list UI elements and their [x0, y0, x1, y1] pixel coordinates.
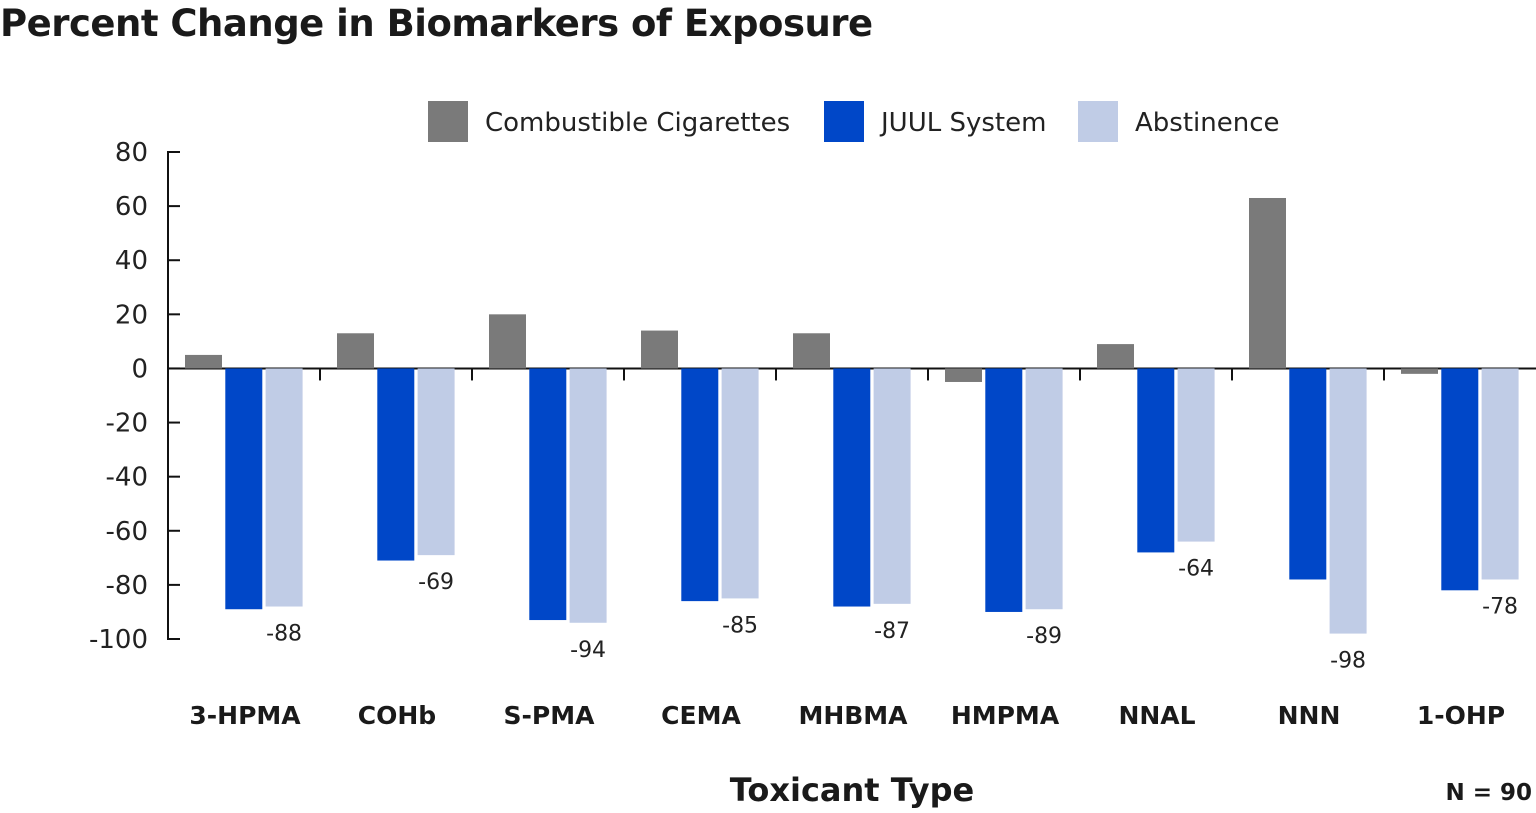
bar-abstinence-s-pma	[569, 368, 607, 623]
category-labels: 3-HPMA COHb S-PMA CEMA MHBMA HMPMA NNAL NNN 1-OH…	[189, 701, 1505, 730]
bar-juul-system-3-hpma	[225, 368, 263, 610]
bar-combustible-cigarettes-s-pma	[489, 314, 526, 369]
legend-swatch-combustible-cigarettes	[428, 101, 468, 142]
y-tick-label: 60	[115, 192, 148, 222]
bar-abstinence-nnal	[1177, 368, 1215, 542]
bar-abstinence-cema	[721, 368, 759, 599]
data-labels: -88 -69 -94 -85 -87 -89 -64 -98 -78	[266, 557, 1518, 674]
data-label-cohb: -69	[418, 570, 454, 595]
category-label-hmpma: HMPMA	[951, 701, 1060, 730]
bar-abstinence-mhbma	[873, 368, 911, 604]
bar-juul-system-mhbma	[833, 368, 871, 607]
bar-abstinence-nnn	[1329, 368, 1367, 634]
category-label-nnn: NNN	[1278, 701, 1341, 730]
bar-abstinence-3-hpma	[265, 368, 303, 607]
data-label-1-ohp: -78	[1482, 594, 1518, 619]
bar-juul-system-1-ohp	[1441, 368, 1479, 591]
data-label-mhbma: -87	[874, 619, 910, 644]
data-label-cema: -85	[722, 613, 758, 638]
sample-size-note: N = 90	[1445, 780, 1532, 806]
bar-juul-system-s-pma	[529, 368, 567, 621]
bar-abstinence-1-ohp	[1481, 368, 1519, 580]
y-tick-label: -100	[89, 625, 148, 655]
bar-combustible-cigarettes-hmpma	[945, 368, 982, 382]
chart-title: Percent Change in Biomarkers of Exposure	[0, 2, 873, 45]
category-label-nnal: NNAL	[1118, 701, 1195, 730]
category-label-s-pma: S-PMA	[504, 701, 596, 730]
bar-combustible-cigarettes-3-hpma	[185, 354, 222, 369]
category-label-3-hpma: 3-HPMA	[189, 701, 301, 730]
bar-combustible-cigarettes-nnal	[1097, 344, 1134, 369]
y-tick-label: -80	[106, 571, 148, 601]
y-tick-label: 20	[115, 300, 148, 330]
legend-label-juul-system: JUUL System	[879, 108, 1046, 138]
category-label-1-ohp: 1-OHP	[1417, 701, 1505, 730]
y-tick-label: -20	[106, 409, 148, 439]
category-label-cema: CEMA	[661, 701, 741, 730]
bar-juul-system-cema	[681, 368, 719, 602]
data-label-hmpma: -89	[1026, 624, 1062, 649]
legend-label-combustible-cigarettes: Combustible Cigarettes	[485, 108, 790, 138]
bar-juul-system-nnal	[1137, 368, 1175, 553]
y-tick-label: 0	[131, 354, 148, 384]
y-tick-label: -40	[106, 463, 148, 493]
legend: Combustible Cigarettes JUUL System Abstine…	[428, 101, 1280, 142]
data-label-3-hpma: -88	[266, 622, 302, 647]
data-label-nnn: -98	[1330, 649, 1366, 674]
bar-juul-system-cohb	[377, 368, 415, 561]
legend-swatch-abstinence	[1078, 101, 1118, 142]
y-tick-label: 80	[115, 138, 148, 168]
bar-abstinence-hmpma	[1025, 368, 1063, 610]
x-axis-title: Toxicant Type	[730, 771, 974, 809]
bar-combustible-cigarettes-cema	[641, 330, 678, 369]
data-label-nnal: -64	[1178, 557, 1214, 582]
bars	[185, 197, 1519, 634]
data-label-s-pma: -94	[570, 638, 606, 663]
bar-juul-system-hmpma	[985, 368, 1023, 612]
y-axis: 80 60 40 20 0 -20 -40 -60 -80 -100	[89, 138, 180, 655]
y-tick-label: -60	[106, 517, 148, 547]
y-tick-label: 40	[115, 246, 148, 276]
bar-combustible-cigarettes-nnn	[1249, 197, 1286, 369]
category-label-cohb: COHb	[358, 701, 436, 730]
bar-juul-system-nnn	[1289, 368, 1327, 580]
bar-combustible-cigarettes-1-ohp	[1401, 368, 1438, 374]
bar-abstinence-cohb	[417, 368, 455, 556]
legend-swatch-juul-system	[824, 101, 864, 142]
legend-label-abstinence: Abstinence	[1135, 108, 1280, 138]
bar-combustible-cigarettes-cohb	[337, 333, 374, 369]
category-label-mhbma: MHBMA	[798, 701, 908, 730]
bar-combustible-cigarettes-mhbma	[793, 333, 830, 369]
